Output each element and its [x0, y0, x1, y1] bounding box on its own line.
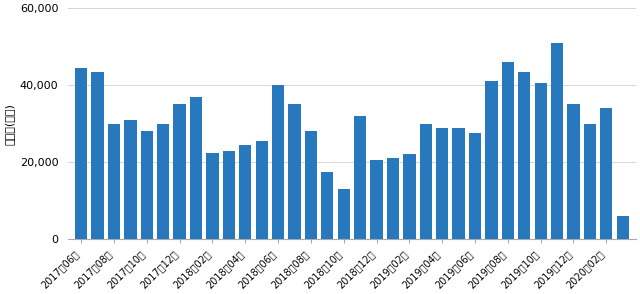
- Bar: [124, 120, 136, 239]
- Bar: [485, 81, 497, 239]
- Bar: [239, 145, 252, 239]
- Bar: [206, 153, 219, 239]
- Bar: [223, 151, 235, 239]
- Bar: [255, 141, 268, 239]
- Bar: [403, 154, 415, 239]
- Bar: [337, 189, 350, 239]
- Bar: [354, 116, 366, 239]
- Bar: [518, 72, 531, 239]
- Bar: [371, 160, 383, 239]
- Bar: [502, 62, 514, 239]
- Bar: [108, 124, 120, 239]
- Bar: [436, 128, 449, 239]
- Bar: [584, 124, 596, 239]
- Bar: [420, 124, 432, 239]
- Y-axis label: 거래량(건수): 거래량(건수): [4, 103, 14, 145]
- Bar: [321, 172, 333, 239]
- Bar: [190, 97, 202, 239]
- Bar: [469, 133, 481, 239]
- Bar: [452, 128, 465, 239]
- Bar: [305, 131, 317, 239]
- Bar: [141, 131, 153, 239]
- Bar: [75, 68, 87, 239]
- Bar: [551, 43, 563, 239]
- Bar: [616, 216, 629, 239]
- Bar: [173, 104, 186, 239]
- Bar: [567, 104, 580, 239]
- Bar: [289, 104, 301, 239]
- Bar: [534, 83, 547, 239]
- Bar: [92, 72, 104, 239]
- Bar: [387, 158, 399, 239]
- Bar: [272, 85, 284, 239]
- Bar: [157, 124, 170, 239]
- Bar: [600, 108, 612, 239]
